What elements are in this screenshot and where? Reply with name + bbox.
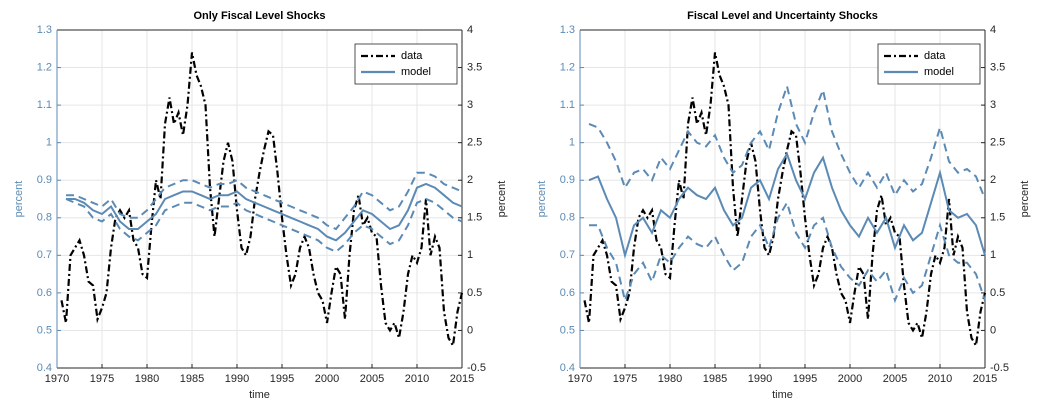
x-tick-label: 2000 — [838, 373, 862, 385]
x-tick-label: 1990 — [748, 373, 772, 385]
y-tick-label: 0.4 — [560, 362, 575, 374]
y-tick-label: 1.1 — [37, 99, 52, 111]
y-axis-label: percent — [536, 181, 548, 218]
x-axis-label: time — [772, 389, 793, 401]
y-tick-label: 1.2 — [560, 61, 575, 73]
series-line — [60, 52, 464, 349]
y-tick-label: 0.7 — [37, 249, 52, 261]
x-tick-label: 1985 — [180, 373, 204, 385]
legend-label: model — [401, 66, 431, 78]
plot-area — [580, 30, 985, 368]
y-tick-label: 0.9 — [560, 174, 575, 186]
x-tick-label: 2015 — [450, 373, 474, 385]
y2-tick-label: 3.5 — [467, 61, 482, 73]
y2-tick-label: 0 — [467, 324, 473, 336]
y2-tick-label: 3 — [990, 99, 996, 111]
legend-label: data — [401, 50, 423, 62]
x-tick-label: 2015 — [973, 373, 997, 385]
x-tick-label: 1975 — [90, 373, 114, 385]
plot-area — [57, 30, 462, 368]
x-tick-label: 2010 — [928, 373, 952, 385]
series-line — [589, 200, 986, 304]
y2-tick-label: 2.5 — [990, 137, 1005, 149]
y-axis-label: percent — [13, 181, 25, 218]
series-line — [588, 151, 986, 260]
x-tick-label: 1970 — [568, 373, 592, 385]
y-tick-label: 1.3 — [560, 24, 575, 36]
panel: 1970 1975 1980 1985 1990 1995 2000 2005 2010 2015… — [13, 10, 508, 401]
y2-tick-label: 4 — [467, 24, 473, 36]
y-tick-label: 0.6 — [560, 287, 575, 299]
y2-tick-label: 1.5 — [467, 212, 482, 224]
y2-tick-label: 1 — [467, 249, 473, 261]
x-tick-label: 1980 — [658, 373, 682, 385]
legend-box — [877, 43, 981, 85]
x-tick-label: 2010 — [405, 373, 429, 385]
series-line — [583, 52, 987, 349]
x-tick-label: 2005 — [883, 373, 907, 385]
y-tick-label: 0.4 — [37, 362, 52, 374]
y2-tick-label: -0.5 — [990, 362, 1009, 374]
legend-box — [354, 43, 458, 85]
x-tick-label: 1985 — [703, 373, 727, 385]
panel: 1970 1975 1980 1985 1990 1995 2000 2005 2010 2015… — [536, 10, 1031, 401]
chart-title: Only Fiscal Level Shocks — [193, 10, 325, 22]
y2-tick-label: 2 — [990, 174, 996, 186]
y2-tick-label: -0.5 — [467, 362, 486, 374]
y-tick-label: 1.1 — [560, 99, 575, 111]
y-tick-label: 1 — [46, 137, 52, 149]
legend-label: data — [924, 50, 946, 62]
legend-label: model — [924, 66, 954, 78]
x-tick-label: 1990 — [225, 373, 249, 385]
y-tick-label: 1.3 — [37, 24, 52, 36]
series-line — [66, 182, 463, 242]
y2-tick-label: 0.5 — [990, 287, 1005, 299]
y2-axis-label: percent — [496, 181, 508, 218]
y-tick-label: 1.2 — [37, 61, 52, 73]
y2-axis-label: percent — [1019, 181, 1031, 218]
y-tick-label: 0.9 — [37, 174, 52, 186]
x-tick-label: 1975 — [613, 373, 637, 385]
y2-tick-label: 2.5 — [467, 137, 482, 149]
y2-tick-label: 4 — [990, 24, 996, 36]
y2-tick-label: 3.5 — [990, 61, 1005, 73]
x-tick-label: 1995 — [793, 373, 817, 385]
y2-tick-label: 1 — [990, 249, 996, 261]
x-tick-label: 1995 — [270, 373, 294, 385]
y-tick-label: 0.5 — [37, 324, 52, 336]
y2-tick-label: 0 — [990, 324, 996, 336]
x-axis-label: time — [249, 389, 270, 401]
x-tick-label: 2005 — [360, 373, 384, 385]
x-tick-label: 1970 — [45, 373, 69, 385]
chart-title: Fiscal Level and Uncertainty Shocks — [687, 10, 878, 22]
y-tick-label: 0.7 — [560, 249, 575, 261]
y-tick-label: 1 — [569, 137, 575, 149]
y-tick-label: 0.8 — [37, 212, 52, 224]
y2-tick-label: 3 — [467, 99, 473, 111]
x-tick-label: 2000 — [315, 373, 339, 385]
y-tick-label: 0.8 — [560, 212, 575, 224]
series-line — [66, 171, 463, 231]
y-tick-label: 0.5 — [560, 324, 575, 336]
y2-tick-label: 1.5 — [990, 212, 1005, 224]
y2-tick-label: 2 — [467, 174, 473, 186]
y-tick-label: 0.6 — [37, 287, 52, 299]
x-tick-label: 1980 — [135, 373, 159, 385]
y2-tick-label: 0.5 — [467, 287, 482, 299]
